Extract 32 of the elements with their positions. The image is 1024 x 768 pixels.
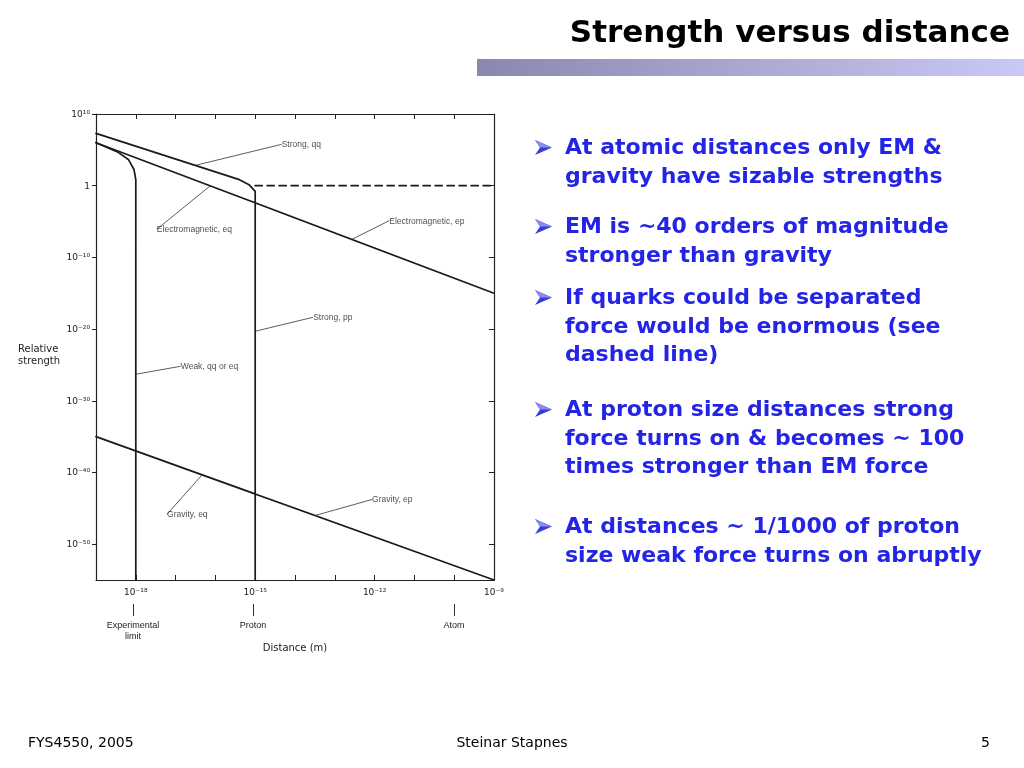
y-tick-label: 10⁻⁴⁰ (66, 467, 91, 478)
annotation: Gravity, ep (372, 494, 413, 505)
text: If quarks could be separated force would be enormous (see dashed line) (565, 283, 942, 368)
text: At atomic distances only EM & gravity have sizable strengths (565, 133, 944, 190)
y-tick-label: 10⁻³⁰ (66, 395, 91, 406)
y-tick-label: 1 (84, 180, 90, 191)
y-tick-label: 10⁻¹⁰ (66, 252, 91, 263)
text: Strength versus distance (569, 12, 1010, 50)
text: FYS4550, 2005 (28, 733, 134, 751)
text: Atom (442, 620, 466, 631)
annotation: Strong, pp (313, 312, 353, 323)
annotation: Gravity, eq (167, 509, 208, 520)
text: Experimental limit (105, 620, 161, 642)
y-tick-label: 10⁻²⁰ (66, 324, 91, 335)
annotation: Electromagnetic, ep (389, 215, 465, 226)
text: At proton size distances strong force turns on & becomes ~ 100 times stronger than EM force (565, 395, 966, 480)
x-tick-label: 10⁻⁹ (484, 586, 505, 597)
annotation: Weak, qq or eq (180, 361, 239, 372)
y-tick-label: 10⁻⁵⁰ (66, 539, 91, 550)
text: EM is ~40 orders of magnitude stronger than gravity (565, 212, 950, 269)
x-tick-label: 10⁻¹⁸ (124, 586, 148, 597)
text: Steinar Stapnes (456, 733, 568, 751)
x-axis-title: Distance (m) (262, 641, 328, 653)
text: Proton (238, 620, 268, 631)
text: 5 (981, 733, 990, 751)
y-axis-title: Relative strength (18, 343, 62, 367)
annotation: Electromagnetic, eq (156, 224, 233, 235)
text: At distances ~ 1/1000 of proton size weak force turns on abruptly (565, 512, 983, 569)
annotation: Strong, qq (281, 139, 322, 150)
x-tick-label: 10⁻¹² (362, 586, 387, 597)
y-tick-label: 10¹⁰ (71, 109, 91, 119)
x-tick-label: 10⁻¹⁵ (243, 586, 268, 597)
